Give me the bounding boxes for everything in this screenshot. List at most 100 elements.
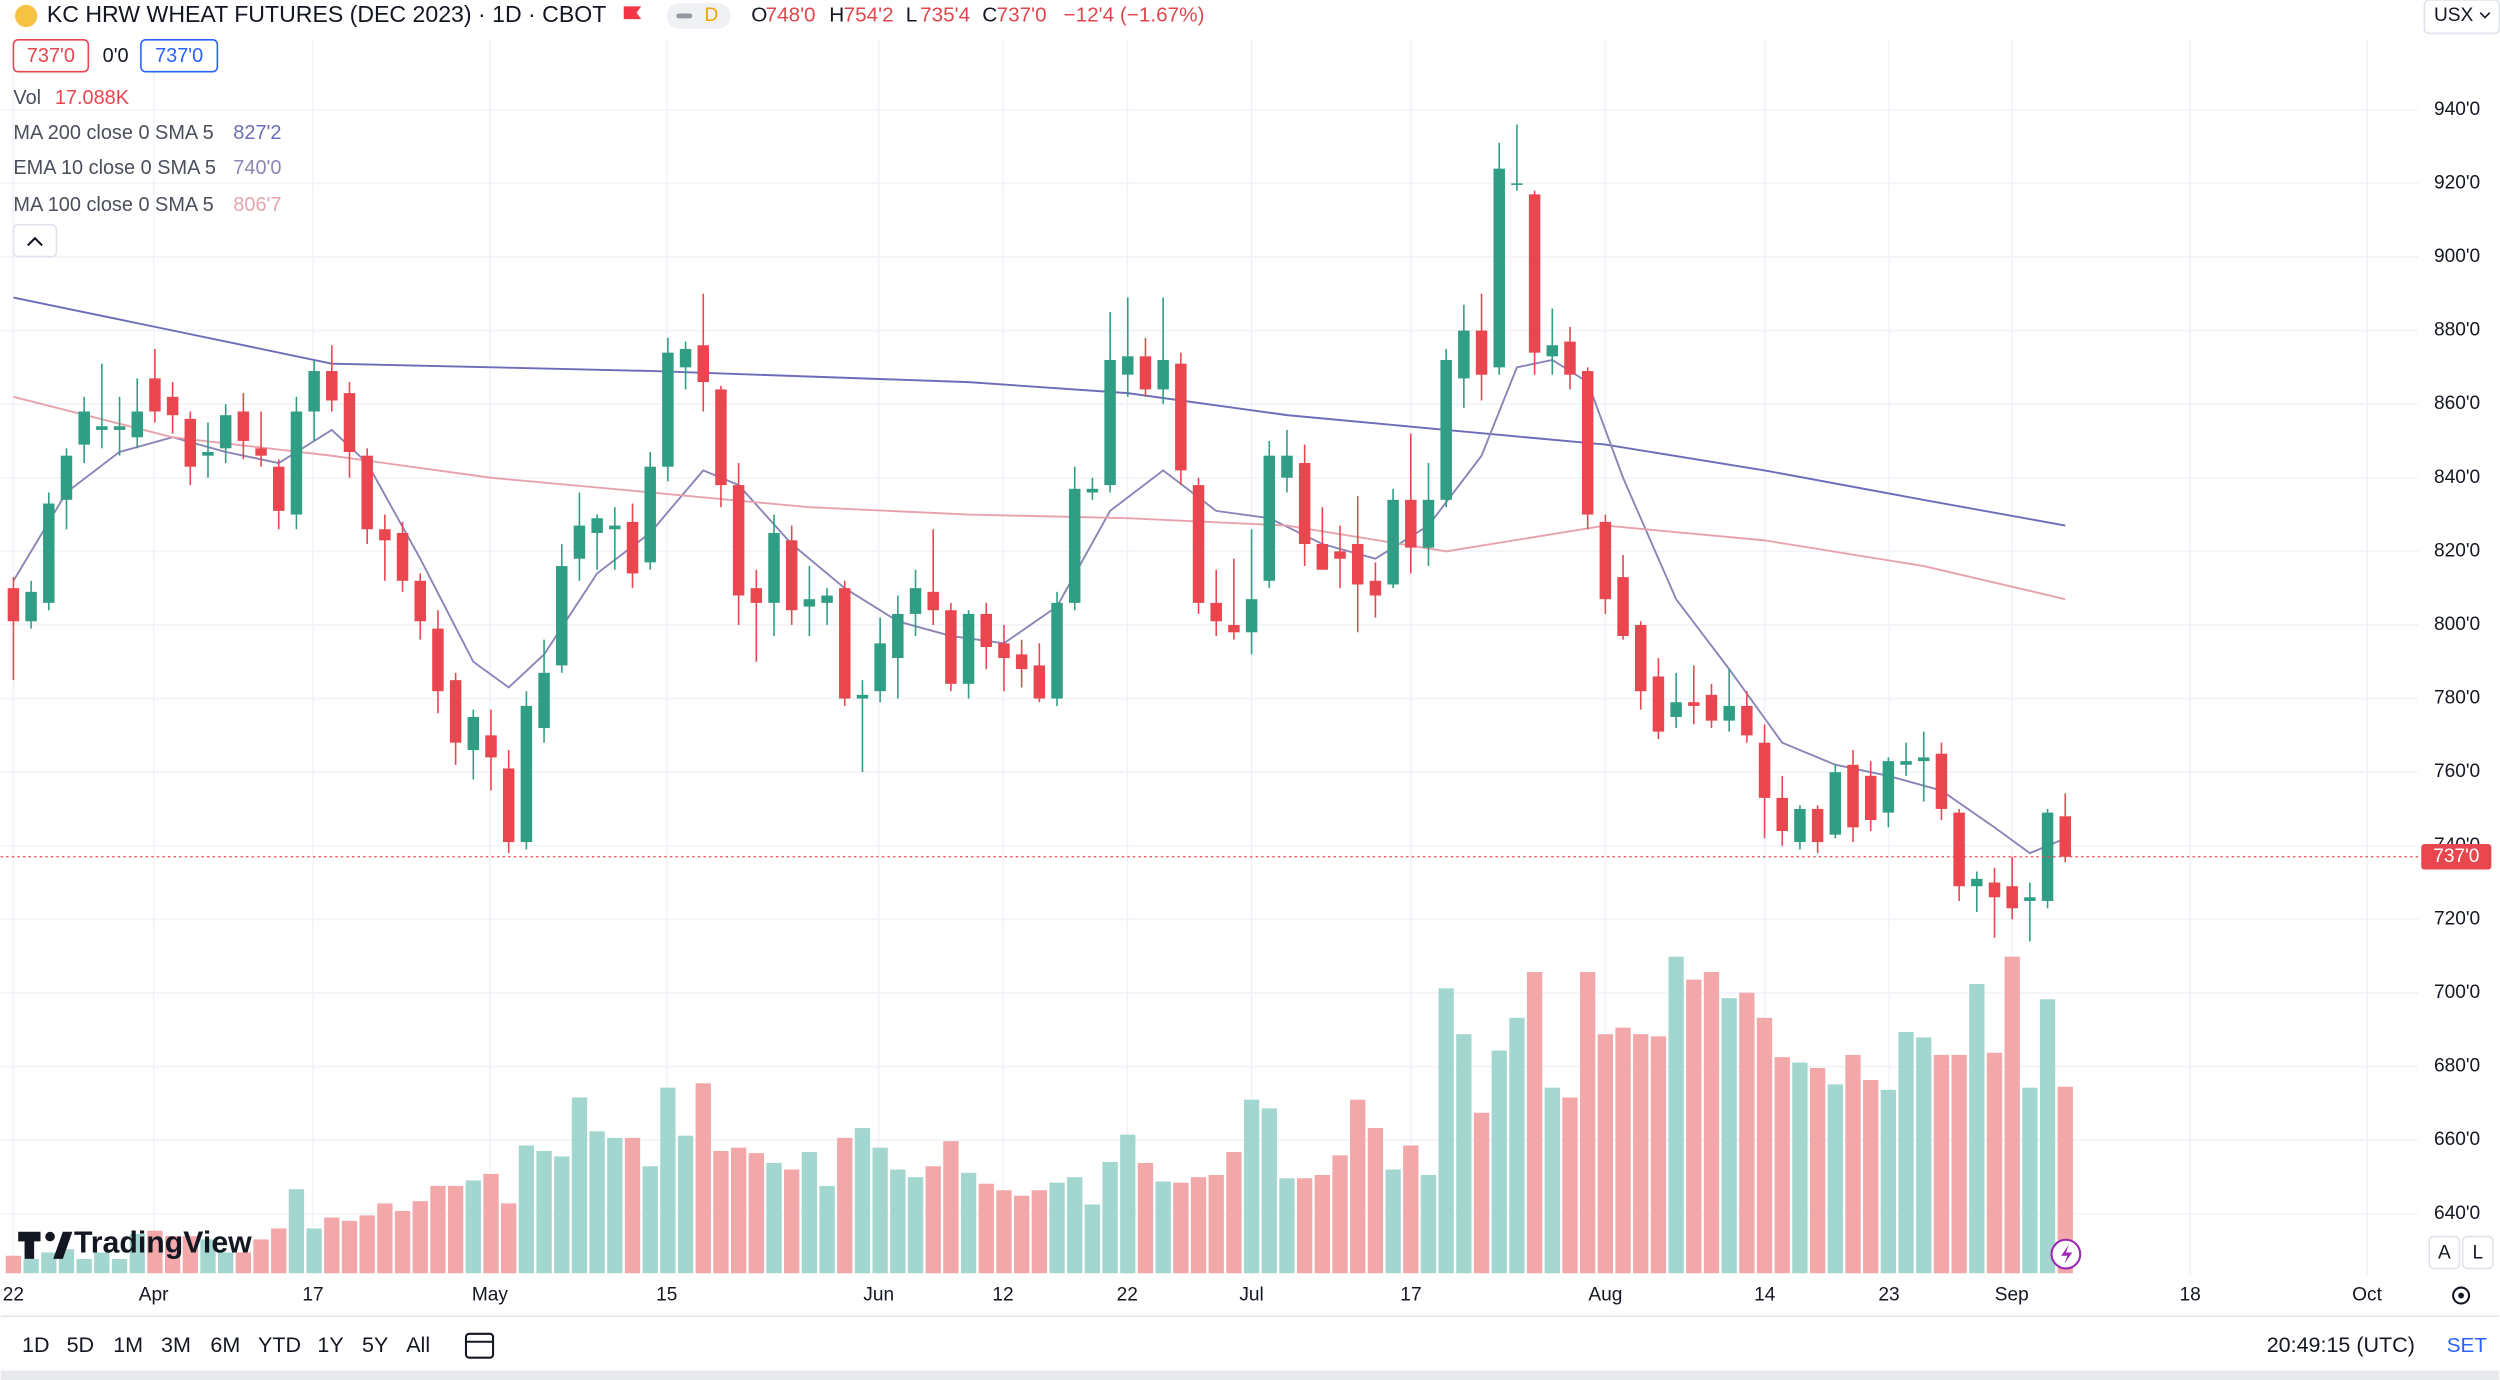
y-tick-label: 920'0 <box>2434 172 2480 193</box>
candle-body <box>591 518 603 533</box>
volume-bar <box>1933 1054 1950 1274</box>
x-tick-label: Jun <box>863 1285 894 1306</box>
candle-body <box>414 580 426 622</box>
y-tick-label: 940'0 <box>2434 99 2480 120</box>
bid: 737'0 <box>27 45 75 67</box>
candle-body <box>662 352 674 467</box>
x-tick-label: 22 <box>1117 1285 1138 1306</box>
volume-bar <box>1190 1177 1207 1274</box>
range-button[interactable]: 1M <box>113 1333 143 1357</box>
volume-bar <box>1491 1050 1507 1274</box>
volume-bar <box>164 1236 181 1274</box>
volume-bar <box>1615 1027 1631 1274</box>
volume-bar <box>1173 1182 1189 1274</box>
volume-bar <box>2039 999 2056 1274</box>
auto-button[interactable] <box>2428 1235 2461 1270</box>
volume-bar <box>730 1147 747 1274</box>
volume-bar <box>1863 1080 1879 1274</box>
legend-name: MA 200 close 0 SMA 5 <box>13 122 213 144</box>
volume-bar <box>589 1131 605 1274</box>
range-button[interactable]: 5Y <box>362 1333 388 1357</box>
x-tick-label: Oct <box>2352 1285 2382 1306</box>
range-button[interactable]: YTD <box>258 1333 301 1357</box>
y-tick-label: 760'0 <box>2434 761 2480 782</box>
candle-body <box>2006 886 2018 909</box>
log-label: L <box>2472 1242 2483 1263</box>
y-tick-label: 720'0 <box>2434 908 2480 929</box>
logo-mark <box>18 1231 41 1259</box>
range-button[interactable]: 5D <box>67 1333 94 1357</box>
candle-body <box>1617 577 1629 636</box>
range-button[interactable]: 6M <box>210 1333 240 1357</box>
candle-body <box>255 448 267 456</box>
range-button[interactable]: 3M <box>161 1333 191 1357</box>
badge: D <box>704 5 718 26</box>
candle-body <box>43 503 55 603</box>
flag-icon[interactable] <box>623 6 642 20</box>
ohlc-value: 737'0 <box>997 3 1047 26</box>
candle-body <box>821 595 833 603</box>
candle-body <box>1581 371 1594 515</box>
volume-bar <box>483 1173 499 1274</box>
volume-bar <box>1686 979 1702 1274</box>
range-button[interactable]: 1D <box>22 1333 49 1357</box>
ohlc-key: L <box>906 3 918 26</box>
y-tick-label: 840'0 <box>2434 467 2480 488</box>
ask-box[interactable] <box>140 39 219 73</box>
logo: TradingView <box>18 1227 252 1260</box>
currency-button[interactable] <box>2423 0 2500 35</box>
candle-body <box>1864 775 1877 820</box>
bolt <box>2061 1244 2073 1264</box>
ohlc-key: H <box>829 3 844 26</box>
y-tick-label: 860'0 <box>2434 393 2480 414</box>
candle-body <box>1599 521 1612 600</box>
bid-box[interactable] <box>12 39 90 73</box>
candle-body <box>25 591 37 622</box>
calendar-icon[interactable] <box>464 1332 495 1359</box>
volume-legend-value: 17.088K <box>55 87 130 109</box>
volume-bar <box>819 1185 835 1274</box>
log-button[interactable] <box>2461 1235 2494 1270</box>
symbol-title[interactable]: KC HRW WHEAT FUTURES (DEC 2023) · 1D · C… <box>47 1 606 27</box>
candle-body <box>1405 499 1417 548</box>
y-tick-label: 880'0 <box>2434 320 2480 341</box>
candle-body <box>1811 808 1824 843</box>
settings-link[interactable]: SET <box>2447 1334 2488 1357</box>
legend-name: MA 100 close 0 SMA 5 <box>13 194 213 216</box>
volume-bar <box>943 1141 959 1274</box>
range-button[interactable]: All <box>406 1333 430 1357</box>
gear-icon[interactable] <box>2452 1286 2471 1305</box>
volume-bar <box>1562 1097 1578 1274</box>
candle-body <box>1281 455 1293 478</box>
candle-body <box>1670 702 1682 717</box>
volume-bar <box>1951 1054 1967 1274</box>
candle-body <box>998 643 1010 659</box>
candle-body <box>750 588 763 603</box>
range-button[interactable]: 1Y <box>317 1333 343 1357</box>
candle-body <box>1564 341 1576 375</box>
volume-bar <box>872 1147 888 1274</box>
volume-bar <box>1084 1204 1101 1274</box>
volume-bar <box>1243 1099 1260 1274</box>
legend-value: 827'2 <box>233 122 281 144</box>
candle-body <box>856 694 869 699</box>
candle-body <box>1122 356 1134 375</box>
candle-body <box>1634 624 1647 692</box>
candle-body <box>803 599 816 607</box>
volume-bar <box>1526 971 1543 1274</box>
volume-bar <box>1102 1161 1118 1274</box>
volume-bar <box>182 1236 198 1274</box>
candle-body <box>556 566 568 666</box>
candle-body <box>308 371 320 412</box>
candle-body <box>343 393 356 452</box>
collapse-button[interactable] <box>12 223 58 258</box>
candle-body <box>2059 816 2071 857</box>
volume-bar <box>624 1137 641 1274</box>
candle-body <box>1829 772 1842 835</box>
volume-bar <box>1703 971 1720 1274</box>
badge-pill[interactable] <box>666 3 731 29</box>
spread: 0'0 <box>103 45 129 67</box>
volume-bar <box>1597 1034 1614 1274</box>
volume-bar <box>129 1233 145 1274</box>
